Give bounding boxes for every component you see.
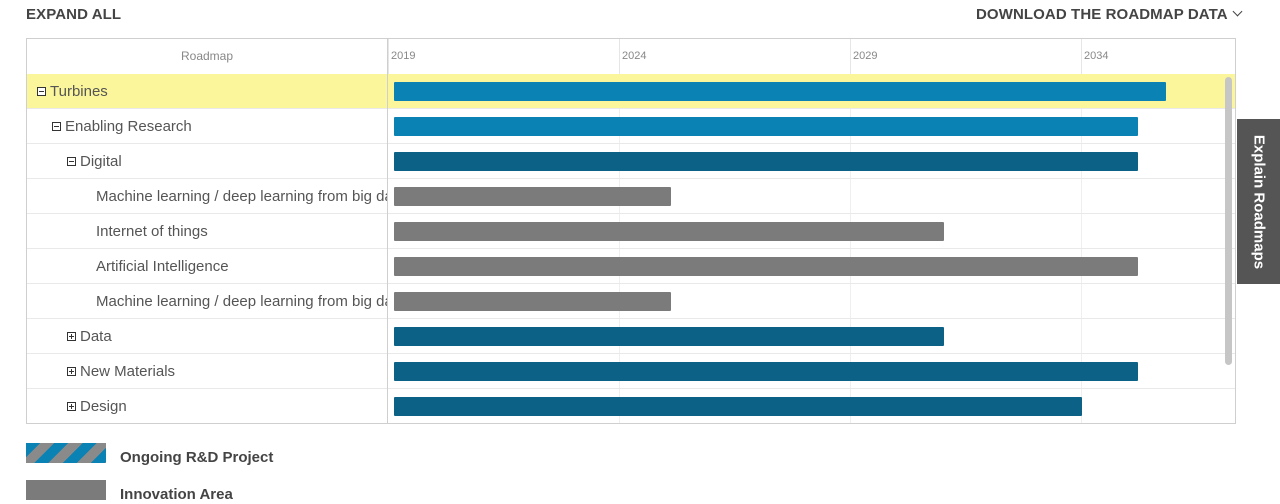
roadmap-tree: Roadmap Turbines Enabling Research Digital… <box>27 39 388 423</box>
legend-swatch-ongoing <box>26 443 106 463</box>
roadmap-row-label: New Materials <box>80 363 176 380</box>
collapse-minus-icon[interactable] <box>37 86 46 96</box>
roadmap-row-label: Turbines <box>50 83 108 100</box>
timeline-bar[interactable] <box>394 362 1138 381</box>
timeline-tick-label: 2034 <box>1081 39 1108 74</box>
roadmap-tree-row[interactable]: Digital <box>27 144 387 179</box>
roadmap-tree-row[interactable]: Machine learning / deep learning from bi… <box>27 284 387 319</box>
timeline-row <box>388 284 1235 319</box>
roadmap-row-label: Artificial Intelligence <box>96 258 229 275</box>
expand-plus-icon[interactable] <box>67 331 76 341</box>
timeline-bar[interactable] <box>394 292 672 311</box>
timeline-row <box>388 249 1235 284</box>
chevron-down-icon <box>1232 6 1243 17</box>
roadmap-row-label: Machine learning / deep learning from bi… <box>96 293 387 310</box>
roadmap-column-header: Roadmap <box>27 39 387 75</box>
timeline-bar[interactable] <box>394 187 672 206</box>
expand-plus-icon[interactable] <box>67 401 76 411</box>
timeline-bar[interactable] <box>394 327 944 346</box>
timeline-bar[interactable] <box>394 222 944 241</box>
roadmap-tree-row[interactable]: Data <box>27 319 387 354</box>
timeline-row <box>388 179 1235 214</box>
roadmap-tree-row[interactable]: New Materials <box>27 354 387 389</box>
timeline-bar[interactable] <box>394 257 1138 276</box>
timeline-bar[interactable] <box>394 117 1138 136</box>
timeline-row <box>388 144 1235 179</box>
roadmap-row-label: Internet of things <box>96 223 208 240</box>
roadmap-tree-row[interactable]: Internet of things <box>27 214 387 249</box>
vertical-scrollbar[interactable] <box>1225 77 1232 365</box>
timeline-tick-label: 2029 <box>850 39 877 74</box>
timeline-tick-label: 2019 <box>388 39 415 74</box>
legend-swatch-innovation <box>26 480 106 500</box>
timeline-row <box>388 319 1235 354</box>
timeline-row <box>388 109 1235 144</box>
roadmap-row-label: Design <box>80 398 127 415</box>
roadmap-tree-row[interactable]: Enabling Research <box>27 109 387 144</box>
download-roadmap-data-button[interactable]: DOWNLOAD THE ROADMAP DATA <box>976 6 1243 23</box>
timeline-bar[interactable] <box>394 82 1166 101</box>
timeline-row <box>388 354 1235 389</box>
explain-roadmaps-tab[interactable]: Explain Roadmaps <box>1237 119 1280 284</box>
roadmap-row-label: Machine learning / deep learning from bi… <box>96 188 387 205</box>
timeline-header: 2019 2024 2029 2034 <box>388 39 1235 75</box>
timeline-bar[interactable] <box>394 152 1138 171</box>
expand-all-button[interactable]: EXPAND ALL <box>26 6 122 23</box>
timeline-tick-label: 2024 <box>619 39 646 74</box>
roadmap-tree-row[interactable]: Artificial Intelligence <box>27 249 387 284</box>
expand-plus-icon[interactable] <box>67 366 76 376</box>
collapse-minus-icon[interactable] <box>67 156 76 166</box>
legend-label-innovation: Innovation Area <box>120 486 233 503</box>
roadmap-row-label: Data <box>80 328 112 345</box>
legend-label-ongoing: Ongoing R&D Project <box>120 449 274 466</box>
download-label: DOWNLOAD THE ROADMAP DATA <box>976 6 1228 23</box>
roadmap-row-label: Enabling Research <box>65 118 192 135</box>
collapse-minus-icon[interactable] <box>52 121 61 131</box>
roadmap-tree-row[interactable]: Machine learning / deep learning from bi… <box>27 179 387 214</box>
timeline-row <box>388 214 1235 249</box>
timeline-row <box>388 389 1235 423</box>
roadmap-tree-row[interactable]: Turbines <box>27 74 387 109</box>
timeline-bar[interactable] <box>394 397 1083 416</box>
explain-roadmaps-label: Explain Roadmaps <box>1250 134 1267 269</box>
timeline-area: 2019 2024 2029 2034 <box>388 39 1235 423</box>
roadmap-row-label: Digital <box>80 153 122 170</box>
roadmap-gantt: Roadmap Turbines Enabling Research Digital… <box>26 38 1236 424</box>
roadmap-tree-row[interactable]: Design <box>27 389 387 423</box>
timeline-row <box>388 74 1235 109</box>
